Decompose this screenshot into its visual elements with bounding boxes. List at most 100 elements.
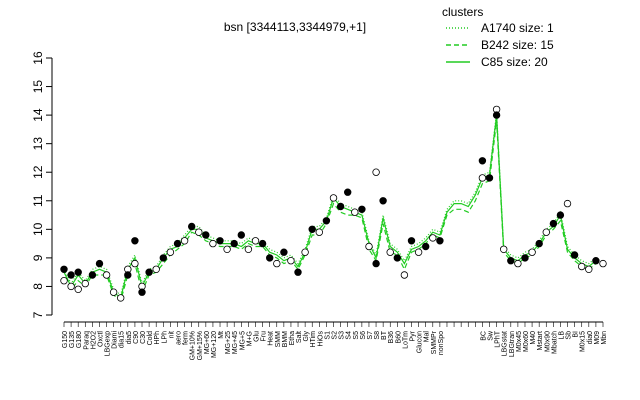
data-point <box>542 228 550 236</box>
data-point <box>67 282 75 291</box>
x-tick-label: B60 <box>395 331 402 344</box>
x-tick-label: HiOs <box>317 331 324 347</box>
x-tick-label: G180 <box>76 331 83 348</box>
data-point <box>266 254 274 262</box>
data-point <box>131 259 139 268</box>
data-point <box>280 248 288 256</box>
data-point <box>322 217 331 225</box>
x-tick-label: Mbn <box>601 331 608 345</box>
x-tick-label: M0x45 <box>516 331 523 352</box>
data-point <box>386 248 394 256</box>
data-point <box>145 268 153 276</box>
x-tick-label: Sb <box>566 331 573 340</box>
x-tick-label: S3 <box>339 331 346 340</box>
data-point <box>592 257 600 265</box>
x-tick-label: GM+10% <box>190 331 197 360</box>
x-tick-label: Mbatch <box>551 331 558 354</box>
x-tick-label: LPhT <box>495 330 502 347</box>
data-point <box>492 111 501 119</box>
x-tick-label: Salt <box>296 331 303 343</box>
x-tick-label: B36 <box>388 331 395 344</box>
x-tick-label: Mal <box>424 331 431 343</box>
y-tick-label: 14 <box>31 108 45 122</box>
x-tick-label: nit <box>168 331 175 338</box>
data-point <box>393 254 401 262</box>
data-point <box>244 245 253 253</box>
data-point <box>344 188 352 196</box>
x-tick-label: MG+60 <box>204 331 211 354</box>
x-tick-label: BT <box>381 330 388 340</box>
x-tick-label: LB <box>558 331 565 340</box>
x-tick-label: M40 <box>530 331 537 345</box>
x-tick-label: S6 <box>360 331 367 340</box>
y-tick-label: 15 <box>31 80 45 94</box>
x-tick-label: BC <box>480 331 487 341</box>
data-point <box>109 288 118 296</box>
data-point <box>159 254 167 262</box>
x-tick-label: MG+120 <box>211 331 218 358</box>
data-point <box>124 271 132 279</box>
data-point <box>180 237 189 245</box>
x-tick-label: Mt <box>218 331 225 339</box>
data-point <box>152 265 160 273</box>
y-tick-label: 11 <box>31 194 45 207</box>
x-axis: G150 G135 G180 Paraq H2O2 Oxctl LBGexp Diami dia… <box>62 321 608 360</box>
y-axis: 7 8 9 10 11 12 13 14 15 16 <box>31 51 53 318</box>
x-tick-label: MG+25 <box>225 331 232 354</box>
data-point <box>436 237 444 245</box>
x-tick-label: LBGstat <box>502 331 509 356</box>
x-tick-label: M+G <box>246 331 253 346</box>
data-point <box>187 222 196 231</box>
x-tick-label: Pyr <box>410 330 417 341</box>
x-tick-label: dia0 <box>587 331 594 344</box>
y-tick-label: 8 <box>31 283 45 290</box>
x-tick-label: S2 <box>332 331 339 340</box>
x-tick-label: Oxctl <box>97 331 104 347</box>
x-tick-label: aero <box>175 331 182 345</box>
x-tick-label: H2O2 <box>90 331 97 349</box>
data-point <box>258 239 267 248</box>
data-point <box>251 237 260 245</box>
y-tick-label: 13 <box>31 137 45 151</box>
data-point <box>166 248 175 256</box>
legend-title: clusters <box>442 5 483 19</box>
data-point <box>578 262 586 271</box>
data-point <box>102 271 111 279</box>
x-tick-label: dia5 <box>126 331 133 344</box>
data-point <box>81 279 89 288</box>
data-point <box>202 231 210 239</box>
data-point <box>351 208 359 216</box>
data-point <box>372 168 380 176</box>
x-tick-label: Paraq <box>83 331 90 350</box>
x-tick-label: Gly <box>303 331 310 342</box>
x-tick-label: M0x90 <box>544 331 551 352</box>
data-point <box>60 277 68 285</box>
data-point <box>336 202 345 211</box>
x-tick-label: M09 <box>594 331 601 345</box>
data-point <box>365 242 373 251</box>
x-tick-label: LoTm <box>402 331 409 349</box>
data-point <box>414 248 423 256</box>
data-point <box>273 259 281 268</box>
series-line-solid <box>63 115 597 299</box>
y-tick-label: 12 <box>31 165 45 179</box>
data-point <box>528 248 536 256</box>
x-tick-label: Sw <box>488 330 495 341</box>
x-tick-label: LBGtran <box>509 331 516 357</box>
x-tick-label: S8 <box>374 331 381 340</box>
x-tick-label: Diami <box>112 331 119 349</box>
data-point <box>478 157 487 165</box>
data-point <box>485 174 494 182</box>
x-tick-label: Heat <box>268 331 275 346</box>
data-point <box>95 259 104 268</box>
series-line-dotted <box>63 112 597 297</box>
data-point <box>138 288 146 296</box>
legend-label: C85 size: 20 <box>481 55 548 69</box>
data-point <box>379 197 387 205</box>
data-points <box>60 105 607 302</box>
data-point <box>478 174 487 182</box>
data-point <box>230 239 238 248</box>
data-point <box>535 239 543 248</box>
y-tick-label: 10 <box>31 222 45 236</box>
x-tick-label: ferm <box>183 331 190 345</box>
